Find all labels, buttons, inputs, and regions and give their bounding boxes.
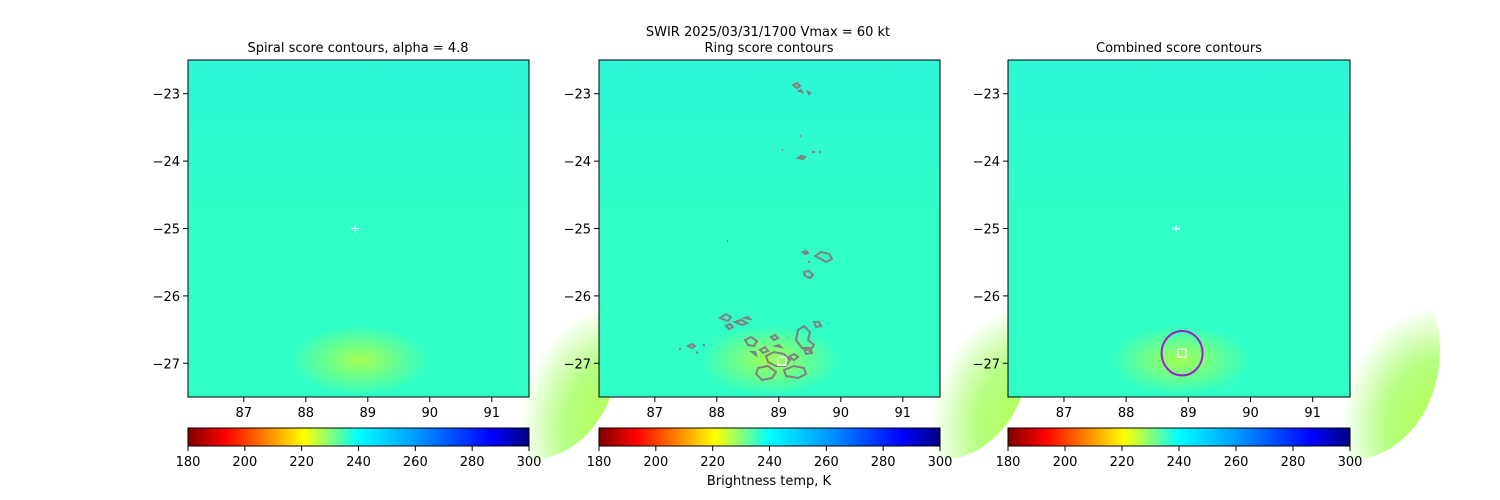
colorbar-tick-label: 200 <box>1053 455 1078 470</box>
y-tick-label: −24 <box>973 155 1000 170</box>
y-tick-label: −23 <box>153 88 180 103</box>
heatmap-warm-patch <box>700 325 840 395</box>
colorbar-tick-label: 260 <box>403 455 428 470</box>
colorbar-tick-label: 240 <box>1167 455 1192 470</box>
contour <box>749 343 800 362</box>
colorbar <box>598 427 941 447</box>
colorbar-tick-label: 260 <box>814 455 839 470</box>
colorbar <box>187 427 530 447</box>
colorbar-tick-label: 180 <box>176 455 201 470</box>
panel-title: Ring score contours <box>704 41 833 56</box>
heatmap-warm-patch <box>1110 325 1250 395</box>
y-tick-label: −26 <box>564 290 591 305</box>
contour <box>717 312 754 331</box>
contour <box>782 135 821 161</box>
combined-score-panel: Combined score contours 87 88 89 90 91 −23−2… <box>973 41 1440 470</box>
y-tick-label: −27 <box>564 357 591 372</box>
center-square-marker <box>777 356 787 366</box>
markers <box>351 224 360 233</box>
colorbar-tick-label: 300 <box>517 455 542 470</box>
suptitle: SWIR 2025/03/31/1700 Vmax = 60 kt <box>646 25 890 40</box>
y-axis-ticks: −23 −24 −25 −26 −27 <box>564 88 599 372</box>
colorbar-tick-label: 240 <box>757 455 782 470</box>
y-tick-label: −23 <box>973 88 1000 103</box>
y-tick-label: −25 <box>564 223 591 238</box>
contour <box>794 321 823 356</box>
colorbar-tick-label: 200 <box>232 455 257 470</box>
y-tick-label: −26 <box>973 290 1000 305</box>
colorbar-tick-label: 200 <box>643 455 668 470</box>
markers <box>1171 224 1187 358</box>
y-axis-ticks: −23 −24 −25 −26 −27 <box>973 88 1008 372</box>
x-tick-label: 88 <box>709 406 726 421</box>
colorbar-tick-label: 220 <box>1110 455 1135 470</box>
colorbar-ticks: 180 200 220 240 260 280 300 <box>996 446 1363 470</box>
x-tick-label: 89 <box>771 406 788 421</box>
panel-title: Combined score contours <box>1096 41 1262 56</box>
x-tick-label: 88 <box>1118 406 1135 421</box>
y-tick-label: −24 <box>564 155 591 170</box>
y-tick-label: −25 <box>973 223 1000 238</box>
colorbar-tick-label: 220 <box>289 455 314 470</box>
colorbar-ticks: 180 200 220 240 260 280 300 <box>176 446 542 470</box>
contour <box>727 240 834 264</box>
x-tick-label: 87 <box>647 406 664 421</box>
y-tick-label: −23 <box>564 88 591 103</box>
x-tick-label: 87 <box>236 406 253 421</box>
contour <box>764 350 792 367</box>
x-tick-label: 89 <box>360 406 377 421</box>
x-axis-ticks: 87 88 89 90 91 <box>236 397 501 421</box>
contour <box>743 333 780 355</box>
colorbar-tick-label: 180 <box>996 455 1021 470</box>
y-tick-label: −24 <box>153 155 180 170</box>
panel-title: Spiral score contours, alpha = 4.8 <box>247 41 468 56</box>
y-tick-label: −25 <box>153 223 180 238</box>
colorbar-tick-label: 280 <box>1281 455 1306 470</box>
x-tick-label: 91 <box>895 406 912 421</box>
x-tick-label: 90 <box>1242 406 1259 421</box>
x-tick-label: 90 <box>833 406 850 421</box>
colorbar-tick-label: 280 <box>460 455 485 470</box>
contour <box>802 269 815 280</box>
combined-score-contour <box>1160 329 1204 377</box>
colorbar-tick-label: 300 <box>928 455 953 470</box>
x-tick-label: 91 <box>1304 406 1321 421</box>
colorbar-tick-label: 300 <box>1338 455 1363 470</box>
colorbar-label: Brightness temp, K <box>707 474 832 489</box>
colorbar-tick-label: 280 <box>871 455 896 470</box>
x-axis-ticks: 87 88 89 90 91 <box>1056 397 1321 421</box>
ring-score-panel: Ring score contours 87 88 89 90 91 −23 −24 −25… <box>564 41 1030 470</box>
y-tick-label: −27 <box>973 357 1000 372</box>
spiral-score-panel: Spiral score contours, alpha = 4.8 87 88 8… <box>153 41 619 470</box>
colorbar-tick-label: 180 <box>587 455 612 470</box>
contour <box>679 342 705 354</box>
contour <box>754 364 808 382</box>
heatmap-warm-patch <box>290 325 430 395</box>
center-plus-marker <box>1171 224 1180 233</box>
colorbar <box>1007 427 1351 447</box>
x-tick-label: 88 <box>298 406 315 421</box>
colorbar-tick-label: 240 <box>346 455 371 470</box>
y-axis-ticks: −23 −24 −25 −26 −27 <box>153 88 188 372</box>
y-tick-label: −27 <box>153 357 180 372</box>
x-tick-label: 90 <box>422 406 439 421</box>
x-tick-label: 89 <box>1180 406 1197 421</box>
colorbar-ticks: 180 200 220 240 260 280 300 <box>587 446 953 470</box>
colorbar-tick-label: 220 <box>700 455 725 470</box>
center-plus-marker <box>351 224 360 233</box>
colorbar-tick-label: 260 <box>1224 455 1249 470</box>
y-tick-label: −26 <box>153 290 180 305</box>
combined-score-circle <box>1160 329 1204 377</box>
markers <box>777 356 787 366</box>
center-square-marker <box>1177 348 1187 358</box>
x-axis-ticks: 87 88 89 90 91 <box>647 397 912 421</box>
contour <box>791 81 812 96</box>
ring-score-contours <box>679 81 834 382</box>
x-tick-label: 91 <box>484 406 501 421</box>
x-tick-label: 87 <box>1056 406 1073 421</box>
